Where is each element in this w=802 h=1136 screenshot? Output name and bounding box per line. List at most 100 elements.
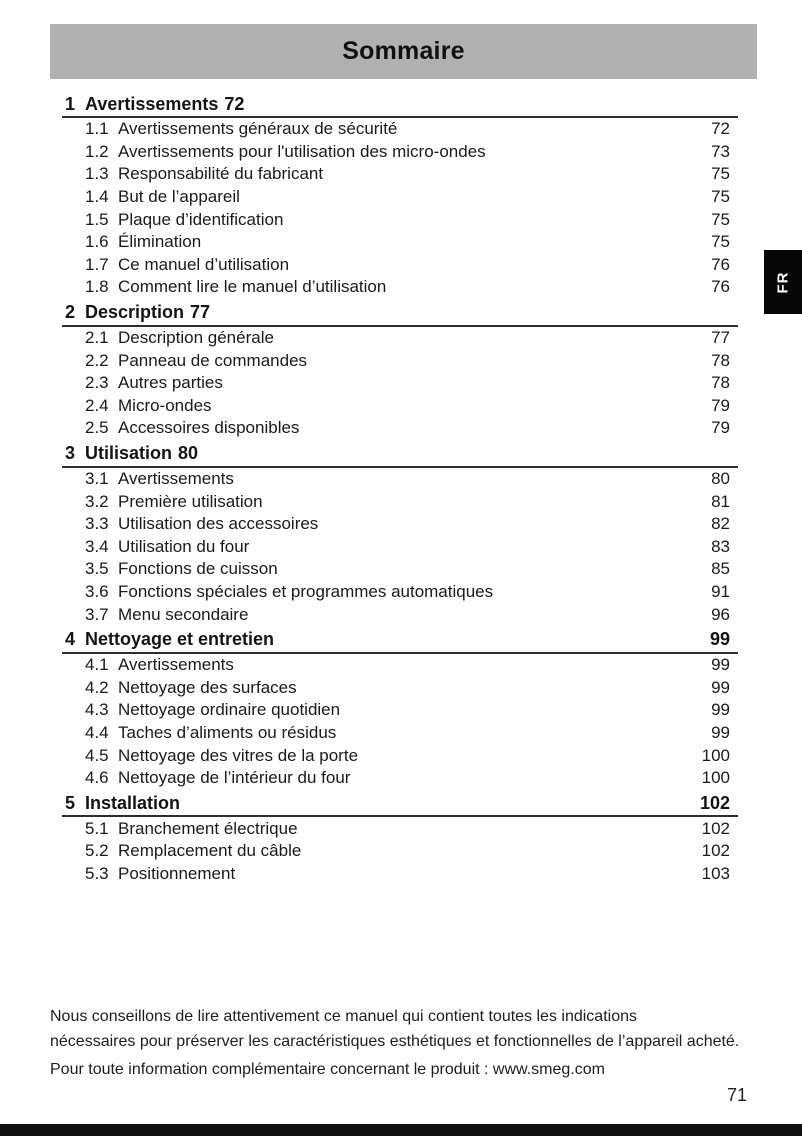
toc-entry[interactable]: 2.1 Description générale 77 — [62, 327, 738, 350]
toc-entry-number: 2.4 — [85, 395, 109, 415]
toc-entry[interactable]: 5.3 Positionnement 103 — [62, 863, 738, 886]
toc-entry-number: 3.4 — [85, 536, 109, 556]
toc-entry-title: Plaque d’identification — [118, 209, 284, 229]
toc-entry-number: 1.3 — [85, 164, 109, 184]
toc-entry-number: 1.1 — [85, 119, 109, 139]
toc-entry[interactable]: 1.6 Élimination 75 — [62, 231, 738, 254]
toc-entry-title: Utilisation des accessoires — [118, 514, 319, 534]
toc-entry[interactable]: 4.6 Nettoyage de l’intérieur du four 100 — [62, 767, 738, 790]
toc-section-title: Nettoyage et entretien — [85, 629, 275, 650]
toc-entry-title: Nettoyage des surfaces — [118, 677, 297, 697]
toc-entry[interactable]: 2.2 Panneau de commandes 78 — [62, 349, 738, 372]
toc-entry-page: 73 — [711, 141, 730, 161]
toc-section-number: 3 — [65, 443, 76, 464]
toc-entry-number: 5.3 — [85, 863, 109, 883]
toc-entry[interactable]: 1.8 Comment lire le manuel d’utilisation 7… — [62, 276, 738, 299]
toc-entry-page: 76 — [711, 277, 730, 297]
toc-section-title: Avertissements — [85, 93, 219, 114]
toc-entry-number: 1.7 — [85, 254, 109, 274]
toc-entry[interactable]: 3.6 Fonctions spéciales et programmes aut… — [62, 581, 738, 604]
toc-entry[interactable]: 3.5 Fonctions de cuisson 85 — [62, 558, 738, 581]
toc-entry[interactable]: 4.5 Nettoyage des vitres de la porte 100 — [62, 744, 738, 767]
toc-entry-title: Fonctions spéciales et programmes automa… — [118, 581, 494, 601]
toc-entry-title: Branchement électrique — [118, 818, 298, 838]
toc-entry-title: Utilisation du four — [118, 536, 250, 556]
toc-entry[interactable]: 1.5 Plaque d’identification 75 — [62, 208, 738, 231]
toc-entry-page: 96 — [711, 604, 730, 624]
toc-entry-title: Nettoyage de l’intérieur du four — [118, 768, 351, 788]
toc-section-heading[interactable]: 5 Installation 102 — [62, 789, 738, 818]
toc-entry[interactable]: 1.7 Ce manuel d’utilisation 76 — [62, 254, 738, 277]
toc-section-title: Utilisation — [85, 443, 173, 464]
toc-entry-number: 3.3 — [85, 514, 109, 534]
toc-entry[interactable]: 1.1 Avertissements généraux de sécurité 72 — [62, 118, 738, 141]
toc-section-page: 80 — [178, 443, 199, 464]
toc-entry-title: Positionnement — [118, 863, 236, 883]
toc-section-page: 102 — [699, 792, 730, 813]
toc-entry-page: 99 — [711, 722, 730, 742]
bottom-edge-bar — [0, 1124, 802, 1136]
footer-text-line: nécessaires pour préserver les caractéri… — [50, 1033, 740, 1050]
footer-note: Nous conseillons de lire attentivement c… — [50, 1004, 795, 1082]
toc-section-number: 2 — [65, 302, 76, 323]
toc-entry-number: 3.6 — [85, 581, 109, 601]
toc-entry[interactable]: 4.2 Nettoyage des surfaces 99 — [62, 676, 738, 699]
toc-entry-number: 1.6 — [85, 232, 109, 252]
toc-entry-page: 102 — [701, 818, 730, 838]
toc-entry-title: Avertissements pour l'utilisation des mi… — [118, 141, 486, 161]
toc-entry[interactable]: 4.4 Taches d’aliments ou résidus 99 — [62, 722, 738, 745]
toc-entry-number: 3.7 — [85, 604, 109, 624]
toc-entry-title: Micro-ondes — [118, 395, 212, 415]
toc-entry[interactable]: 1.3 Responsabilité du fabricant 75 — [62, 163, 738, 186]
toc-entry-page: 99 — [711, 655, 730, 675]
toc-entry[interactable]: 2.5 Accessoires disponibles 79 — [62, 417, 738, 440]
toc-section-page: 72 — [224, 93, 245, 114]
toc-entry[interactable]: 5.1 Branchement électrique 102 — [62, 817, 738, 840]
toc-entry-number: 2.1 — [85, 328, 109, 348]
toc-entry-page: 91 — [711, 581, 730, 601]
toc-entry-page: 99 — [711, 677, 730, 697]
toc-entry-number: 4.5 — [85, 745, 109, 765]
toc-entry-number: 1.4 — [85, 187, 109, 207]
toc-entry[interactable]: 3.2 Première utilisation 81 — [62, 490, 738, 513]
toc-entry-number: 5.2 — [85, 841, 109, 861]
toc-entry[interactable]: 3.4 Utilisation du four 83 — [62, 536, 738, 559]
toc-entry-page: 80 — [711, 469, 730, 489]
footer-text-line: Nous conseillons de lire attentivement c… — [50, 1008, 637, 1025]
toc-entry[interactable]: 3.7 Menu secondaire 96 — [62, 603, 738, 626]
toc-entry[interactable]: 4.3 Nettoyage ordinaire quotidien 99 — [62, 699, 738, 722]
toc-entry-title: Remplacement du câble — [118, 841, 302, 861]
table-of-contents: 1 Avertissements 72 1.1 Avertissements génér… — [62, 90, 738, 885]
toc-entry[interactable]: 4.1 Avertissements 99 — [62, 654, 738, 677]
toc-entry-title: Fonctions de cuisson — [118, 559, 278, 579]
footer-text-line: Pour toute information complémentaire co… — [50, 1061, 605, 1078]
toc-entry-number: 1.2 — [85, 141, 109, 161]
toc-entry-page: 99 — [711, 700, 730, 720]
toc-section-heading[interactable]: 2 Description 77 — [62, 299, 738, 327]
toc-entry-title: Description générale — [118, 328, 274, 348]
toc-entry-number: 4.4 — [85, 722, 109, 742]
language-tab-label: FR — [774, 271, 792, 293]
toc-entry-page: 78 — [711, 350, 730, 370]
toc-entry-number: 5.1 — [85, 818, 109, 838]
toc-section-heading[interactable]: 3 Utilisation 80 — [62, 440, 738, 468]
toc-entry[interactable]: 1.4 But de l’appareil 75 — [62, 186, 738, 209]
toc-entry-page: 72 — [711, 119, 730, 139]
toc-entry[interactable]: 5.2 Remplacement du câble 102 — [62, 840, 738, 863]
toc-section-page: 77 — [190, 302, 211, 323]
toc-entry[interactable]: 3.1 Avertissements 80 — [62, 468, 738, 491]
language-tab: FR — [764, 250, 802, 314]
toc-section-heading[interactable]: 1 Avertissements 72 — [62, 90, 738, 118]
toc-entry-page: 102 — [701, 841, 730, 861]
toc-entry-number: 2.5 — [85, 418, 109, 438]
toc-entry[interactable]: 3.3 Utilisation des accessoires 82 — [62, 513, 738, 536]
toc-entry-title: Avertissements — [118, 469, 234, 489]
toc-section-heading[interactable]: 4 Nettoyage et entretien 99 — [62, 626, 738, 654]
page-number: 71 — [726, 1085, 747, 1105]
page-title: Sommaire — [342, 37, 465, 65]
toc-entry-title: Nettoyage des vitres de la porte — [118, 745, 359, 765]
toc-entry[interactable]: 1.2 Avertissements pour l'utilisation des… — [62, 141, 738, 164]
toc-entry[interactable]: 2.3 Autres parties 78 — [62, 372, 738, 395]
toc-entry[interactable]: 2.4 Micro-ondes 79 — [62, 395, 738, 418]
